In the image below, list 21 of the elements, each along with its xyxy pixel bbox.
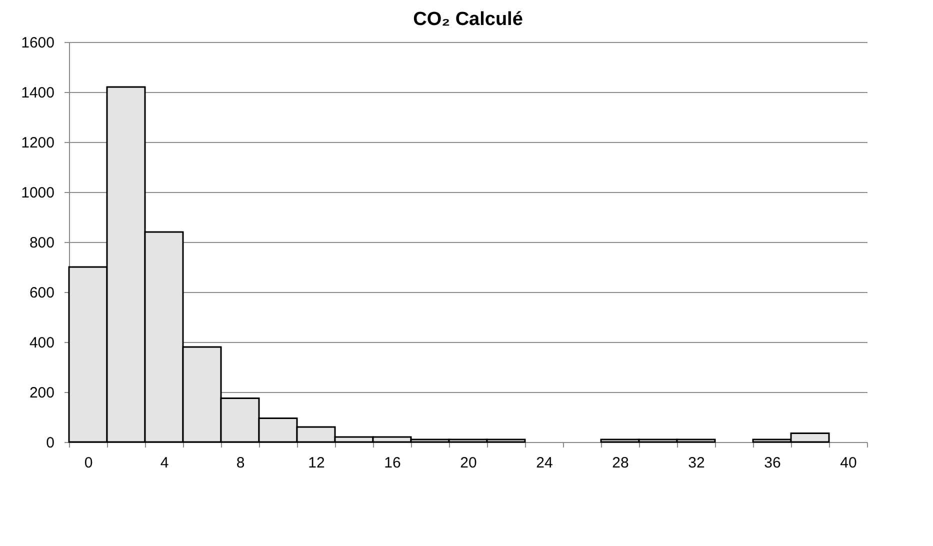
y-tick-label: 600 bbox=[29, 284, 54, 302]
x-tick-label: 0 bbox=[84, 454, 93, 472]
y-tick-label: 1200 bbox=[21, 134, 54, 152]
y-tick-label: 1400 bbox=[21, 84, 54, 102]
y-tick-label: 1600 bbox=[21, 34, 54, 52]
x-tick-label: 32 bbox=[688, 454, 705, 472]
x-tick-label: 4 bbox=[160, 454, 169, 472]
y-tick-label: 800 bbox=[29, 234, 54, 252]
x-tick-label: 20 bbox=[460, 454, 477, 472]
y-tick-label: 400 bbox=[29, 334, 54, 352]
x-tick-label: 12 bbox=[308, 454, 325, 472]
y-tick-label: 200 bbox=[29, 384, 54, 402]
chart-title: CO₂ Calculé bbox=[413, 9, 523, 30]
x-tick-label: 36 bbox=[764, 454, 781, 472]
x-tick-label: 40 bbox=[840, 454, 857, 472]
x-tick-label: 8 bbox=[236, 454, 245, 472]
x-tick-label: 28 bbox=[612, 454, 629, 472]
x-tick-label: 24 bbox=[536, 454, 553, 472]
y-tick-label: 1000 bbox=[21, 184, 54, 202]
x-tick-label: 16 bbox=[384, 454, 401, 472]
y-tick-label: 0 bbox=[46, 434, 54, 452]
